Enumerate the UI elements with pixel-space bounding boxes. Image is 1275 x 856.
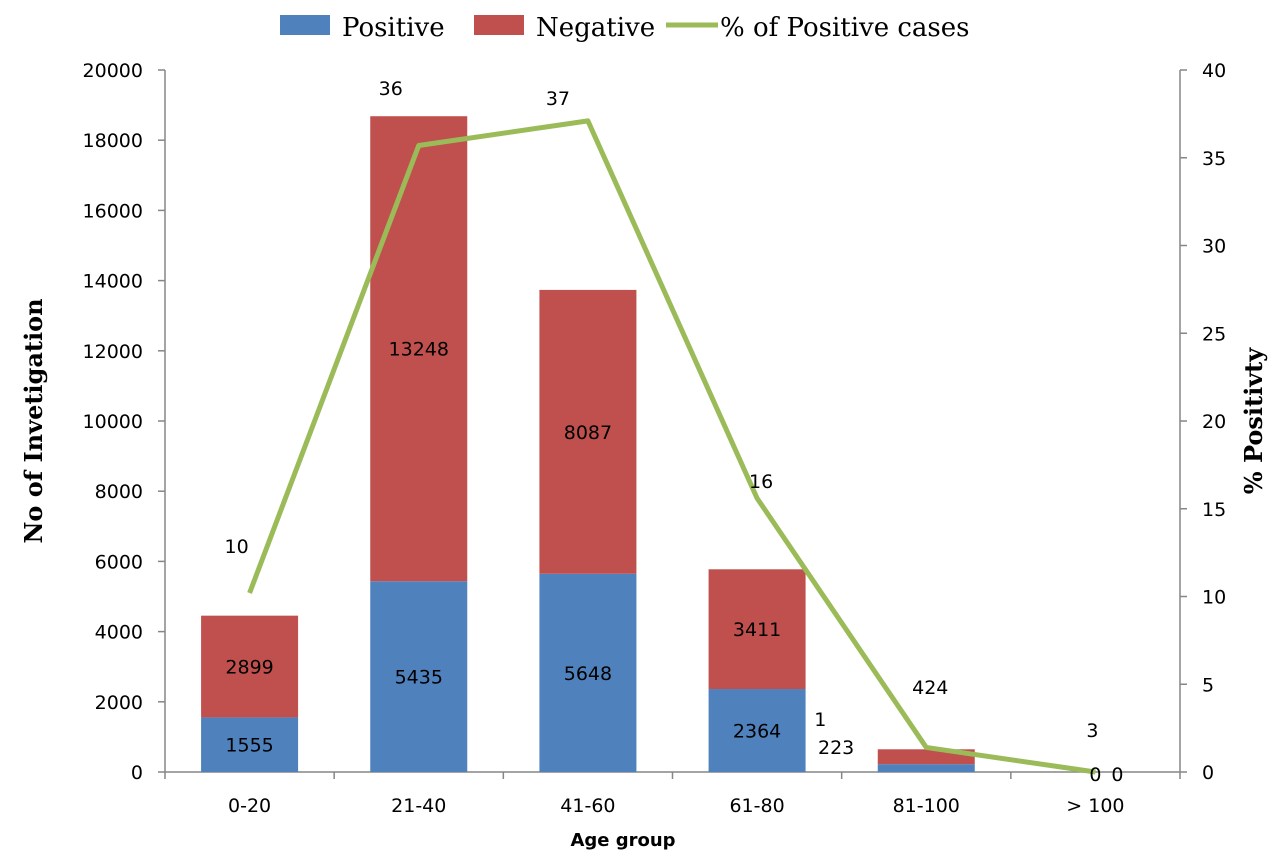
legend-label-positivity: % of Positive cases — [720, 13, 970, 43]
x-tick-label: 0-20 — [228, 795, 271, 817]
y2-tick-label: 10 — [1202, 587, 1226, 609]
y-tick-label: 16000 — [83, 200, 143, 222]
data-label-positivity: 1 — [814, 709, 826, 731]
data-label-negative: 424 — [912, 677, 948, 699]
data-label-negative: 0 — [1111, 764, 1123, 786]
y-tick-label: 0 — [131, 762, 143, 784]
legend-swatch-negative — [474, 15, 524, 35]
y-tick-label: 14000 — [83, 271, 143, 293]
data-label-positive: 5435 — [395, 667, 443, 689]
x-tick-label: 21-40 — [391, 795, 446, 817]
data-label-positivity: 3 — [1086, 720, 1098, 742]
data-label-positive: 2364 — [733, 721, 781, 743]
legend-label-positive: Positive — [342, 13, 445, 43]
legend-label-negative: Negative — [536, 13, 655, 43]
data-label-negative: 8087 — [564, 422, 612, 444]
y2-tick-label: 30 — [1202, 236, 1226, 258]
bar-negative — [539, 289, 637, 574]
data-label-positive: 0 — [1089, 764, 1101, 786]
bar-positive — [877, 764, 975, 772]
y-tick-label: 20000 — [83, 60, 143, 82]
y-tick-label: 6000 — [95, 551, 143, 573]
data-label-positivity: 36 — [379, 78, 403, 100]
bar-positive — [370, 581, 468, 772]
line-positivity — [247, 118, 1096, 775]
data-label-positivity: 16 — [749, 471, 773, 493]
y2-tick-label: 40 — [1202, 60, 1226, 82]
data-label-positive: 1555 — [225, 735, 273, 757]
y2-tick-label: 25 — [1202, 323, 1226, 345]
x-tick-label: 81-100 — [893, 795, 960, 817]
x-axis-title: Age group — [570, 830, 675, 851]
data-labels: 1555 5435 5648 2364 223 0 2899 13248 8087 3411 424… — [224, 78, 1123, 786]
bar-positive — [708, 689, 806, 772]
y2-tick-label: 15 — [1202, 499, 1226, 521]
y2-tick-label: 5 — [1202, 674, 1214, 696]
data-label-positivity: 10 — [224, 536, 248, 558]
legend-swatch-positive — [280, 15, 330, 35]
bar-negative — [201, 615, 299, 718]
bar-positive — [201, 717, 299, 772]
x-axis-ticks: 0-20 21-40 41-60 61-80 81-100 > 100 — [164, 772, 1181, 817]
y-tick-label: 8000 — [95, 481, 143, 503]
x-tick-label: 41-60 — [560, 795, 615, 817]
data-label-positive: 223 — [818, 737, 854, 759]
right-axis-ticks: 0 5 10 15 20 25 30 35 40 — [1180, 60, 1226, 784]
data-label-negative: 13248 — [389, 339, 449, 361]
bar-series — [201, 116, 975, 772]
bar-negative — [370, 116, 468, 582]
y-axis-title: No of Invetigation — [19, 298, 48, 543]
y-tick-label: 10000 — [83, 411, 143, 433]
y-tick-label: 18000 — [83, 130, 143, 152]
legend: Positive Negative % of Positive cases — [280, 13, 970, 43]
y-tick-label: 12000 — [83, 341, 143, 363]
bar-negative — [708, 569, 806, 690]
left-axis-ticks: 0 2000 4000 6000 8000 10000 12000 14000 16000 180… — [83, 60, 165, 784]
data-label-positive: 5648 — [564, 663, 612, 685]
bar-positive — [539, 573, 637, 772]
data-label-negative: 3411 — [733, 619, 781, 641]
y2-axis-title: % Positivty — [1239, 347, 1268, 494]
x-tick-label: 61-80 — [729, 795, 784, 817]
data-label-positivity: 37 — [546, 88, 570, 110]
y-tick-label: 4000 — [95, 622, 143, 644]
y2-tick-label: 0 — [1202, 762, 1214, 784]
line-series — [247, 118, 1096, 775]
y2-tick-label: 20 — [1202, 411, 1226, 433]
data-label-negative: 2899 — [225, 657, 273, 679]
y-tick-label: 2000 — [95, 692, 143, 714]
x-tick-label: > 100 — [1066, 795, 1124, 817]
y2-tick-label: 35 — [1202, 148, 1226, 170]
